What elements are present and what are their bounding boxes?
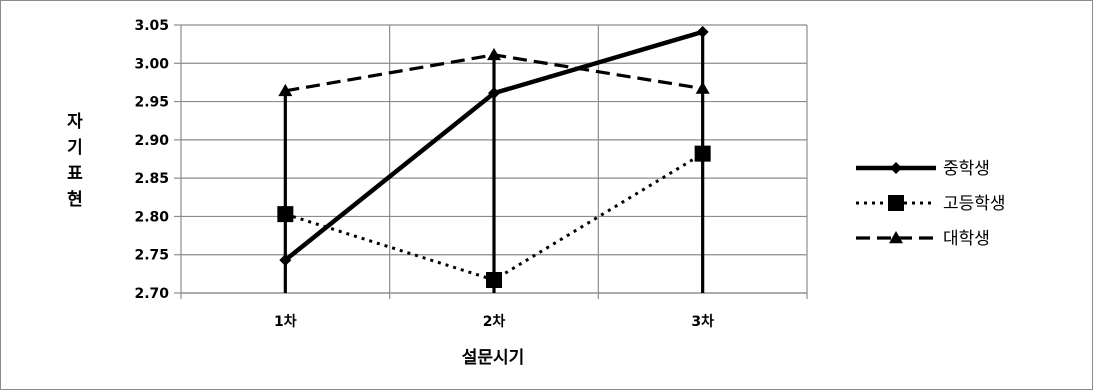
data-point: [696, 25, 709, 38]
legend-label: 고등학생: [943, 194, 1006, 214]
y-tick-label: 2.85: [134, 171, 169, 187]
data-point: [695, 81, 710, 94]
y-tick-label: 2.70: [134, 286, 169, 302]
legend-label: 대학생: [943, 229, 990, 249]
legend-marker: [890, 162, 902, 174]
y-axis-title-char: 현: [67, 190, 83, 210]
x-tick-label: 1차: [274, 314, 297, 330]
legend-marker: [889, 231, 903, 244]
y-axis-title-char: 기: [67, 138, 83, 158]
data-point: [277, 206, 294, 223]
data-point: [486, 271, 502, 288]
y-tick-labels: 3.05 3.00 2.95 2.90 2.85 2.80 2.75 2.70: [134, 18, 169, 302]
x-tick-label: 3차: [691, 314, 714, 330]
y-axis-title-char: 자: [67, 112, 83, 132]
data-point: [279, 254, 292, 267]
data-point: [278, 83, 293, 97]
data-point: [488, 87, 500, 100]
series-markers: [277, 25, 711, 288]
drop-lines: [283, 31, 705, 293]
y-tick-label: 2.90: [134, 133, 169, 149]
y-tick-label: 2.75: [134, 248, 169, 264]
x-axis-title: 설문시기: [462, 348, 525, 368]
y-tick-label: 3.05: [134, 18, 169, 34]
y-tick-label: 3.00: [134, 56, 169, 72]
data-point: [694, 145, 711, 162]
y-axis-title-char: 표: [67, 164, 83, 184]
legend-label: 중학생: [943, 159, 990, 179]
axes: [174, 24, 808, 299]
legend-marker: [888, 195, 904, 211]
x-tick-label: 2차: [483, 314, 506, 330]
y-tick-label: 2.80: [134, 209, 169, 225]
data-point: [487, 47, 501, 61]
x-tick-labels: 1차 2차 3차: [274, 314, 714, 330]
y-tick-label: 2.95: [134, 95, 169, 111]
